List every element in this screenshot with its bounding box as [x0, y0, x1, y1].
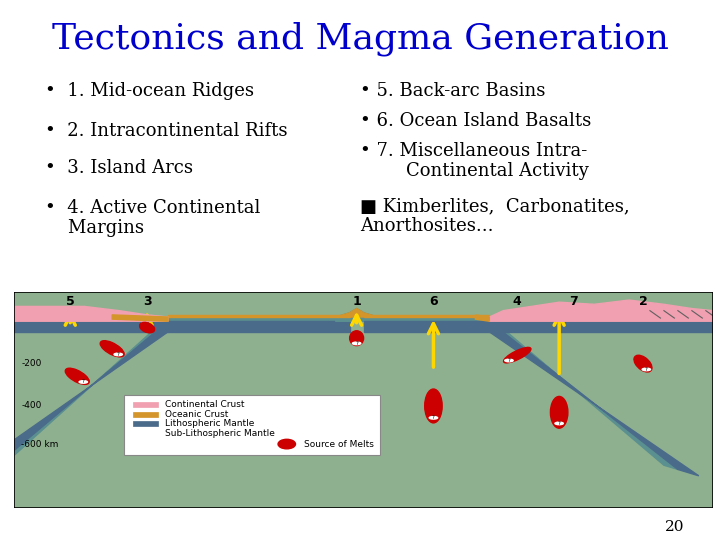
- Ellipse shape: [634, 355, 652, 372]
- Text: -200: -200: [22, 359, 42, 368]
- Polygon shape: [14, 306, 168, 321]
- Ellipse shape: [505, 359, 513, 362]
- Text: 2: 2: [639, 295, 647, 308]
- Polygon shape: [475, 315, 490, 321]
- Polygon shape: [364, 317, 490, 321]
- Text: 3: 3: [143, 295, 151, 308]
- Polygon shape: [490, 321, 713, 332]
- Ellipse shape: [100, 341, 124, 357]
- Bar: [133, 412, 158, 416]
- Text: ?: ?: [82, 380, 85, 384]
- Text: • 5. Back-arc Basins: • 5. Back-arc Basins: [360, 82, 545, 100]
- Ellipse shape: [79, 381, 88, 383]
- Text: 5: 5: [66, 295, 75, 308]
- Ellipse shape: [140, 322, 155, 333]
- Text: -600 km: -600 km: [22, 440, 59, 449]
- Ellipse shape: [352, 342, 361, 345]
- Text: Lithospheric Mantle: Lithospheric Mantle: [165, 419, 254, 428]
- Polygon shape: [336, 308, 377, 321]
- Polygon shape: [0, 317, 168, 497]
- Text: Tectonics and Magma Generation: Tectonics and Magma Generation: [52, 22, 668, 57]
- Text: 6: 6: [429, 295, 438, 308]
- Text: Sub-Lithospheric Mantle: Sub-Lithospheric Mantle: [165, 429, 274, 438]
- Text: 4: 4: [513, 295, 521, 308]
- Polygon shape: [364, 321, 490, 332]
- Bar: [168, 315, 350, 317]
- Ellipse shape: [114, 353, 122, 356]
- Text: ?: ?: [117, 352, 120, 357]
- Bar: [133, 421, 158, 426]
- Text: ?: ?: [645, 367, 648, 372]
- Polygon shape: [14, 321, 168, 332]
- Text: 7: 7: [569, 295, 577, 308]
- Text: • 7. Miscellaneous Intra-: • 7. Miscellaneous Intra-: [360, 142, 588, 160]
- Ellipse shape: [550, 396, 568, 428]
- Ellipse shape: [555, 422, 563, 424]
- Text: Continental Activity: Continental Activity: [360, 162, 589, 180]
- Text: Source of Melts: Source of Melts: [305, 440, 374, 449]
- Bar: [364, 315, 490, 317]
- Text: •  3. Island Arcs: • 3. Island Arcs: [45, 159, 193, 177]
- Ellipse shape: [503, 347, 531, 363]
- Text: Continental Crust: Continental Crust: [165, 400, 244, 409]
- Polygon shape: [168, 321, 350, 332]
- Text: •  2. Intracontinental Rifts: • 2. Intracontinental Rifts: [45, 122, 287, 140]
- Ellipse shape: [278, 440, 295, 449]
- Text: ?: ?: [508, 358, 510, 363]
- Ellipse shape: [425, 389, 442, 423]
- Bar: [133, 431, 158, 436]
- Text: Margins: Margins: [45, 219, 144, 237]
- Text: 20: 20: [665, 520, 684, 534]
- Text: Oceanic Crust: Oceanic Crust: [165, 410, 228, 418]
- Polygon shape: [490, 317, 678, 469]
- Polygon shape: [490, 321, 699, 476]
- Polygon shape: [0, 321, 168, 503]
- Ellipse shape: [642, 368, 651, 370]
- Text: -400: -400: [22, 401, 42, 410]
- Text: 1: 1: [352, 295, 361, 308]
- Ellipse shape: [429, 416, 438, 419]
- Text: ■ Kimberlites,  Carbonatites,: ■ Kimberlites, Carbonatites,: [360, 197, 629, 215]
- Text: ?: ?: [558, 421, 561, 426]
- Text: •  4. Active Continental: • 4. Active Continental: [45, 199, 261, 217]
- Polygon shape: [336, 308, 377, 317]
- Ellipse shape: [350, 331, 364, 346]
- Text: Anorthosites...: Anorthosites...: [360, 217, 493, 235]
- Text: ?: ?: [355, 341, 358, 346]
- Polygon shape: [168, 317, 350, 321]
- Polygon shape: [490, 300, 713, 321]
- Bar: [133, 402, 158, 407]
- Polygon shape: [112, 315, 168, 321]
- Text: •  1. Mid-ocean Ridges: • 1. Mid-ocean Ridges: [45, 82, 254, 100]
- FancyBboxPatch shape: [124, 395, 379, 455]
- Text: ?: ?: [432, 415, 435, 420]
- Ellipse shape: [66, 368, 89, 384]
- Text: • 6. Ocean Island Basalts: • 6. Ocean Island Basalts: [360, 112, 591, 130]
